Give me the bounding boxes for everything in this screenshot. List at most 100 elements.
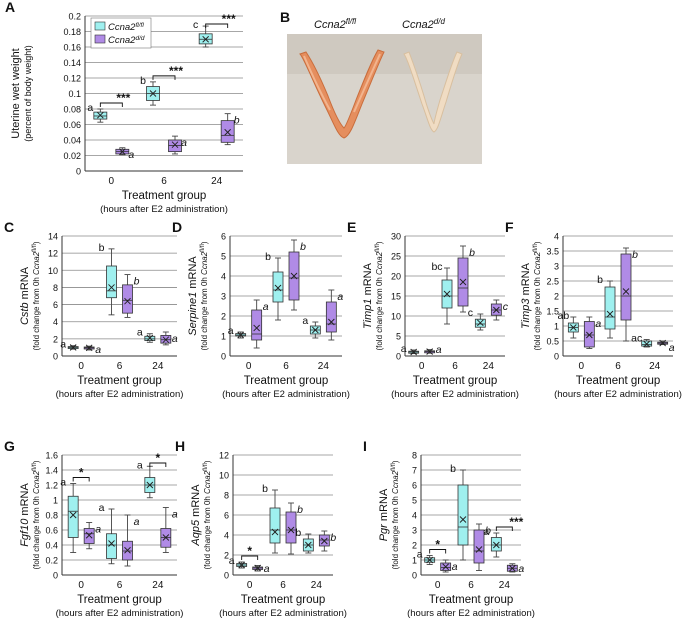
group-letter: b — [597, 274, 603, 286]
group-letter: b — [140, 75, 146, 87]
mean-marker — [202, 35, 209, 43]
mean-marker — [119, 148, 126, 155]
panel-e: E 0 5 10 15 20 25 30 0 6 24 Treatment group (hours a… — [347, 219, 519, 400]
y-axis-title: Timp1 mRNA — [362, 262, 374, 329]
box-dd — [83, 344, 95, 352]
mean-marker — [328, 318, 335, 326]
box-dd — [440, 559, 452, 573]
y-tick-label: 4 — [221, 272, 226, 282]
box-flfl — [235, 331, 247, 339]
group-letter: b — [450, 463, 456, 475]
box-dd — [160, 507, 172, 553]
y-tick-label: 0.4 — [45, 541, 58, 551]
chart-panels: A 0 0.02 0.04 0.06 0.08 0.1 0.12 0.14 0.16 0.18 0.2… — [4, 0, 682, 619]
fold-prefix: (fold change from 0h — [32, 275, 41, 351]
y-tick-label: 4 — [554, 232, 559, 242]
fold-ccna2: Ccna2 — [32, 470, 41, 494]
y-tick-label: 6 — [412, 481, 417, 491]
box-flfl — [457, 469, 469, 561]
mean-marker — [477, 319, 484, 327]
panel-letter: G — [4, 438, 15, 454]
mean-marker — [162, 336, 170, 344]
significance-stars: *** — [509, 515, 523, 529]
y-axis-title: Timp3 mRNA — [520, 262, 532, 329]
mean-marker — [85, 344, 93, 352]
group-letter: a — [128, 149, 134, 161]
mrna-label: mRNA — [362, 262, 374, 298]
group-letter: ab — [557, 310, 569, 322]
box-dd — [657, 339, 669, 347]
box-dd — [83, 522, 95, 550]
photo-label-dd-sup: d/d — [434, 17, 446, 26]
x-axis-subtitle: (hours after E2 administration) — [407, 608, 535, 619]
mean-marker — [85, 531, 93, 539]
y-tick-label: 0 — [554, 352, 559, 362]
box-dd — [122, 274, 133, 318]
mrna-label: mRNA — [378, 488, 390, 524]
uterus-dd-image — [403, 51, 463, 133]
y-tick-label: 1 — [53, 496, 58, 506]
y-tick-label: 0 — [224, 571, 229, 581]
y-tick-label: 30 — [391, 232, 401, 242]
y-tick-label: 1 — [221, 332, 226, 342]
box-dd — [325, 289, 337, 341]
y-tick-label: 6 — [221, 232, 226, 242]
box-dd — [115, 147, 130, 156]
fold-suffix: ) — [32, 460, 41, 463]
y-axis-subtitle: (fold change from 0h Ccna2fl/fl) — [32, 241, 41, 350]
box-flfl — [302, 533, 314, 554]
mean-marker — [224, 128, 231, 136]
x-tick-label: 6 — [117, 361, 123, 372]
y-tick-label: 0 — [53, 352, 58, 362]
x-axis-subtitle: (hours after E2 administration) — [222, 389, 350, 400]
group-letter: b — [134, 276, 140, 288]
y-axis-title: Aqp5 mRNA — [190, 484, 202, 547]
y-tick-label: 0 — [53, 571, 58, 581]
x-axis-title: Treatment group — [77, 594, 162, 606]
fold-ccna2: Ccna2 — [203, 470, 212, 494]
fold-sup: fl/fl — [391, 463, 397, 471]
group-letter: a — [452, 561, 458, 573]
mean-marker — [149, 90, 157, 97]
x-axis-title: Treatment group — [413, 375, 498, 387]
fold-prefix: (fold change from 0h — [200, 275, 209, 351]
box-flfl — [604, 280, 616, 339]
x-tick-label: 24 — [318, 361, 330, 372]
panel-letter: C — [4, 219, 14, 235]
y-tick-label: 0.12 — [63, 74, 81, 84]
y-tick-label: 10 — [48, 266, 58, 276]
group-letter: a — [95, 524, 101, 536]
fold-suffix: ) — [203, 460, 212, 463]
mean-marker — [287, 526, 295, 534]
box-dd — [424, 348, 436, 355]
group-letter: a — [181, 137, 187, 149]
fold-prefix: (fold change from 0h — [32, 494, 41, 570]
x-tick-label: 6 — [280, 580, 286, 591]
y-tick-label: 2 — [53, 334, 58, 344]
mean-marker — [69, 511, 77, 519]
photo-label-dd: Ccna2d/d — [402, 17, 445, 31]
mean-marker — [162, 534, 170, 541]
y-axis-subtitle: (percent of body weight) — [23, 45, 33, 142]
significance-bracket — [241, 555, 259, 560]
panel-a: A 0 0.02 0.04 0.06 0.08 0.1 0.12 0.14 0.16 0.18 0.2… — [5, 0, 243, 215]
mean-marker — [426, 556, 433, 564]
y-tick-label: 12 — [48, 249, 58, 259]
x-axis-subtitle: (hours after E2 administration) — [56, 389, 184, 400]
mean-marker — [305, 541, 312, 549]
mean-marker — [459, 278, 467, 286]
mean-marker — [570, 324, 577, 331]
y-tick-label: 2 — [221, 312, 226, 322]
y-tick-label: 1.5 — [546, 307, 559, 317]
x-tick-label: 0 — [246, 361, 252, 372]
y-tick-label: 1.2 — [45, 481, 58, 491]
mrna-label: mRNA — [190, 484, 202, 520]
photo-shade — [287, 34, 482, 74]
panel-g: G 0 0.2 0.4 0.6 0.8 1 1.2 1.4 1.6 0 6 24 Treatment gr… — [4, 438, 183, 619]
panel-letter: A — [5, 0, 15, 15]
box-flfl — [106, 508, 117, 565]
box-dd — [168, 135, 182, 155]
y-tick-label: 25 — [391, 252, 401, 262]
